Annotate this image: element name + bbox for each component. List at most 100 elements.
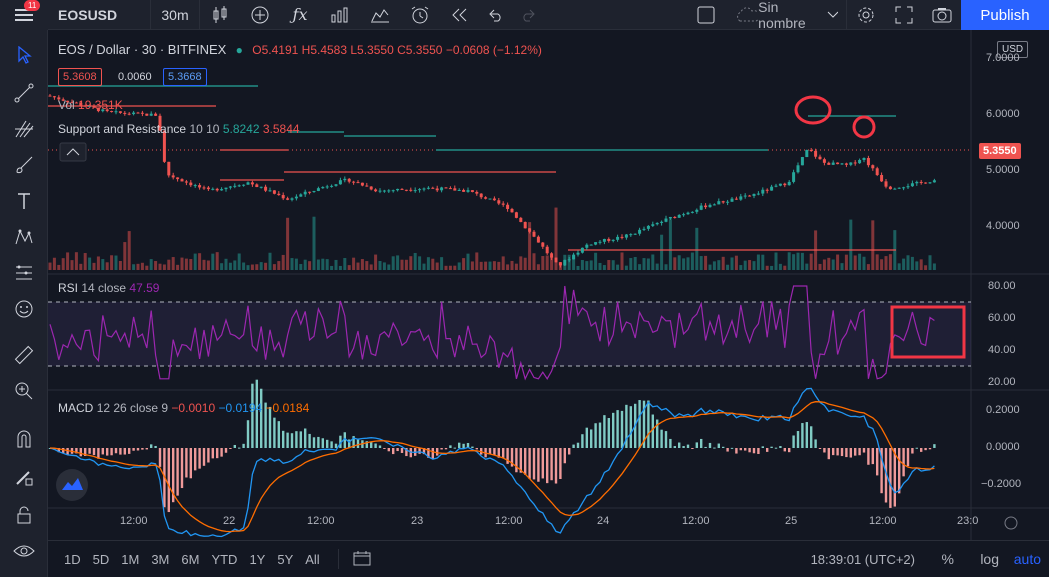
templates-icon[interactable] — [320, 0, 360, 30]
macd-value-hist: −0.0010 — [171, 401, 216, 415]
pattern-icon[interactable] — [7, 224, 41, 250]
annotation-circle[interactable] — [794, 95, 832, 125]
macd-histogram-bar — [933, 444, 936, 448]
macd-histogram-bar — [559, 448, 562, 480]
bid-price[interactable]: 5.3608 — [58, 68, 102, 86]
auto-scale-toggle[interactable]: auto — [1013, 551, 1041, 567]
emoji-icon[interactable] — [7, 296, 41, 322]
chart-type-icon[interactable] — [360, 0, 400, 30]
range-button[interactable]: 5Y — [277, 551, 294, 567]
candle-body — [734, 198, 738, 200]
fullscreen-toggle-icon[interactable] — [686, 0, 726, 30]
candle-body — [79, 102, 83, 106]
candle-body — [180, 179, 184, 182]
log-scale-toggle[interactable]: log — [980, 551, 999, 567]
macd-histogram-bar — [695, 442, 698, 448]
percent-scale-toggle[interactable]: % — [941, 551, 954, 567]
range-button[interactable]: 3M — [151, 551, 170, 567]
currency-label[interactable]: USD — [997, 41, 1029, 58]
publish-button[interactable]: Publish — [961, 0, 1049, 30]
candle-body — [523, 221, 527, 229]
sr-legend: Support and Resistance 10 10 5.8242 3.58… — [58, 122, 300, 136]
volume-bar — [532, 253, 536, 270]
forecast-icon[interactable] — [7, 260, 41, 286]
candle-body — [431, 187, 435, 189]
menu-icon[interactable]: 11 — [0, 0, 48, 30]
pitchfork-icon[interactable] — [7, 116, 41, 142]
macd-histogram-bar — [352, 436, 355, 448]
symbol-search-button[interactable]: EOSUSD — [58, 6, 118, 23]
ohlc-change: −0.0608 (−1.12%) — [445, 43, 542, 57]
settings-gear-icon[interactable] — [847, 0, 885, 30]
range-button[interactable]: 5D — [92, 551, 110, 567]
candle-body — [629, 234, 633, 236]
candle-body — [699, 205, 703, 210]
tradingview-logo[interactable] — [56, 469, 88, 501]
range-button[interactable]: 1M — [121, 551, 140, 567]
macd-histogram-bar — [321, 438, 324, 448]
volume-bar — [246, 265, 250, 270]
macd-histogram-bar — [365, 441, 368, 448]
indicators-icon[interactable]: ƒx — [292, 5, 308, 24]
range-button[interactable]: 1D — [64, 551, 81, 567]
macd-histogram-bar — [546, 448, 549, 484]
pencil-lock-icon[interactable] — [7, 464, 41, 490]
replay-icon[interactable] — [440, 0, 480, 30]
candle-style-icon[interactable] — [200, 0, 240, 30]
volume-bar — [866, 264, 870, 270]
candle-body — [325, 186, 329, 188]
candle-body — [884, 181, 888, 187]
clock-timezone[interactable]: 18:39:01 (UTC+2) — [810, 552, 915, 567]
annotation-rectangle[interactable] — [890, 305, 966, 359]
camera-icon[interactable] — [923, 0, 961, 30]
text-icon[interactable] — [7, 188, 41, 214]
volume-bar — [431, 258, 435, 270]
range-buttons: 1D 5D 1M 3M 6M YTD 1Y 5Y All — [48, 552, 326, 567]
volume-bar — [167, 259, 171, 270]
layout-name-button[interactable]: Sin nombre — [726, 0, 846, 31]
axis-settings-icon[interactable] — [1004, 516, 1018, 530]
magnet-icon[interactable] — [7, 426, 41, 452]
chart-canvas[interactable] — [48, 30, 1049, 540]
volume-bar — [444, 265, 448, 270]
range-button[interactable]: 6M — [181, 551, 200, 567]
macd-histogram-bar — [189, 448, 192, 479]
compare-icon[interactable] — [240, 0, 280, 30]
volume-bar — [677, 255, 681, 270]
rsi-label: RSI — [58, 281, 79, 295]
volume-bar — [778, 263, 782, 270]
redo-icon[interactable] — [512, 0, 544, 30]
volume-bar — [862, 256, 866, 270]
alert-icon[interactable] — [400, 0, 440, 30]
range-button[interactable]: All — [305, 551, 320, 567]
volume-bar — [118, 260, 122, 270]
candle-body — [818, 156, 822, 160]
macd-histogram-bar — [145, 448, 148, 450]
collapse-legend-button[interactable] — [59, 142, 87, 162]
brush-icon[interactable] — [7, 152, 41, 178]
macd-histogram-bar — [625, 404, 628, 448]
macd-histogram-bar — [282, 430, 285, 448]
undo-icon[interactable] — [480, 0, 512, 30]
trend-line-icon[interactable] — [7, 80, 41, 106]
ask-price[interactable]: 5.3668 — [163, 68, 207, 86]
candle-body — [215, 188, 219, 191]
logo-icon — [62, 478, 83, 490]
eye-icon[interactable] — [7, 538, 41, 564]
candle-body — [664, 218, 668, 222]
volume-bar — [299, 264, 303, 270]
candle-body — [312, 190, 316, 192]
interval-button[interactable]: 30m — [161, 6, 189, 23]
range-button[interactable]: 1Y — [249, 551, 266, 567]
zoom-in-icon[interactable] — [7, 378, 41, 404]
lock-icon[interactable] — [7, 502, 41, 528]
cursor-icon[interactable] — [7, 42, 41, 68]
ruler-icon[interactable] — [7, 342, 41, 368]
date-range-icon[interactable] — [353, 550, 371, 569]
macd-histogram-bar — [304, 428, 307, 448]
fullscreen-icon[interactable] — [885, 0, 923, 30]
candle-body — [919, 181, 923, 183]
range-button[interactable]: YTD — [211, 551, 238, 567]
annotation-circle[interactable] — [852, 115, 876, 139]
macd-histogram-bar — [889, 448, 892, 508]
